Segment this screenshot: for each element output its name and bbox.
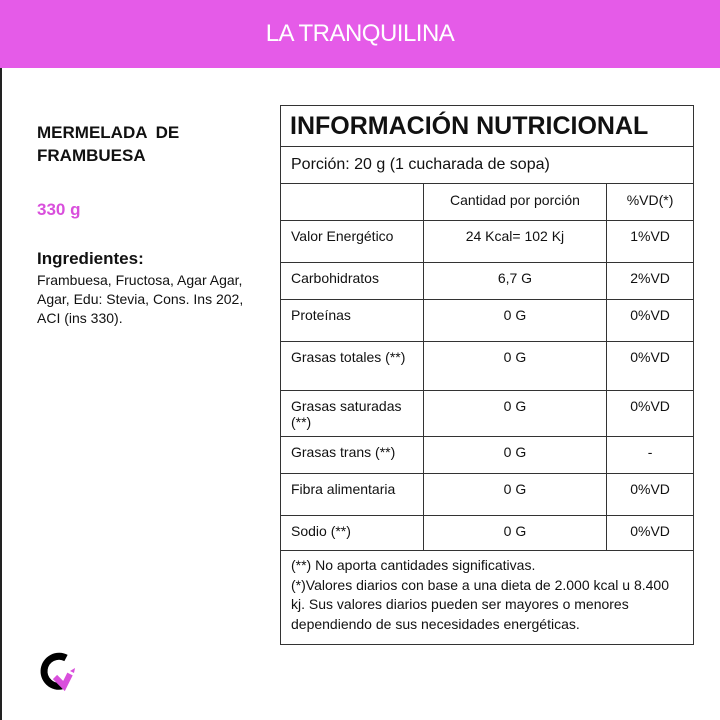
vd-cell: 2%VD <box>606 262 694 300</box>
header-cell <box>280 183 424 221</box>
header-cell: %VD(*) <box>606 183 694 221</box>
vd-cell: 1%VD <box>606 220 694 263</box>
amount-cell: 0 G <box>422 473 608 516</box>
amount-cell: 0 G <box>422 515 608 551</box>
brand-header: LA TRANQUILINA <box>0 0 720 68</box>
brand-logo-icon <box>40 652 75 692</box>
footnote: (**) No aporta cantidades significativas… <box>280 550 694 645</box>
nutrient-label: Sodio (**) <box>280 515 424 551</box>
amount-cell: 0 G <box>422 341 608 391</box>
nutrient-label: Proteínas <box>280 299 424 342</box>
amount-cell: 6,7 G <box>422 262 608 300</box>
nutrient-label: Valor Energético <box>280 220 424 263</box>
brand-title: LA TRANQUILINA <box>265 20 455 47</box>
table-row: Carbohidratos 6,7 G 2%VD <box>280 262 694 300</box>
nutrient-label: Fibra alimentaria <box>280 473 424 516</box>
table-row: Proteínas 0 G 0%VD <box>280 299 694 342</box>
table-row: Fibra alimentaria 0 G 0%VD <box>280 473 694 516</box>
nutrient-label: Grasas totales (**) <box>280 341 424 391</box>
nutrient-label: Grasas saturadas (**) <box>280 390 424 437</box>
table-title: INFORMACIÓN NUTRICIONAL <box>280 105 694 147</box>
portion: Porción: 20 g (1 cucharada de sopa) <box>280 146 694 184</box>
vd-cell: - <box>606 436 694 474</box>
vd-cell: 0%VD <box>606 299 694 342</box>
vd-cell: 0%VD <box>606 341 694 391</box>
nutrient-label: Grasas trans (**) <box>280 436 424 474</box>
footnote-2: (*)Valores diarios con base a una dieta … <box>291 576 669 632</box>
table-row: Sodio (**) 0 G 0%VD <box>280 515 694 551</box>
vd-cell: 0%VD <box>606 390 694 437</box>
amount-cell: 0 G <box>422 299 608 342</box>
table-row: Grasas trans (**) 0 G- <box>280 436 694 474</box>
product-name: MERMELADA DE FRAMBUESA <box>37 123 180 165</box>
nutrition-table: INFORMACIÓN NUTRICIONAL Porción: 20 g (1… <box>280 105 694 645</box>
ingredients-text: Frambuesa, Fructosa, Agar Agar, Agar, Ed… <box>37 272 244 326</box>
vd-cell: 0%VD <box>606 515 694 551</box>
amount-cell: 24 Kcal= 102 Kj <box>422 220 608 263</box>
table-row: Valor Energético 24 Kcal= 102 Kj 1%VD <box>280 220 694 263</box>
table-row: Grasas saturadas (**) 0 G 0%VD <box>280 390 694 437</box>
footnote-1: (**) No aporta cantidades significativas… <box>291 557 536 573</box>
product-weight: 330 g <box>37 200 81 219</box>
table-row: Grasas totales (**) 0 G 0%VD <box>280 341 694 391</box>
vd-cell: 0%VD <box>606 473 694 516</box>
amount-cell: 0 G <box>422 390 608 437</box>
amount-cell: 0 G <box>422 436 608 474</box>
header-cell: Cantidad por porción <box>422 183 608 221</box>
border-line <box>0 68 2 720</box>
ingredients-title: Ingredientes: <box>37 249 144 268</box>
nutrient-label: Carbohidratos <box>280 262 424 300</box>
